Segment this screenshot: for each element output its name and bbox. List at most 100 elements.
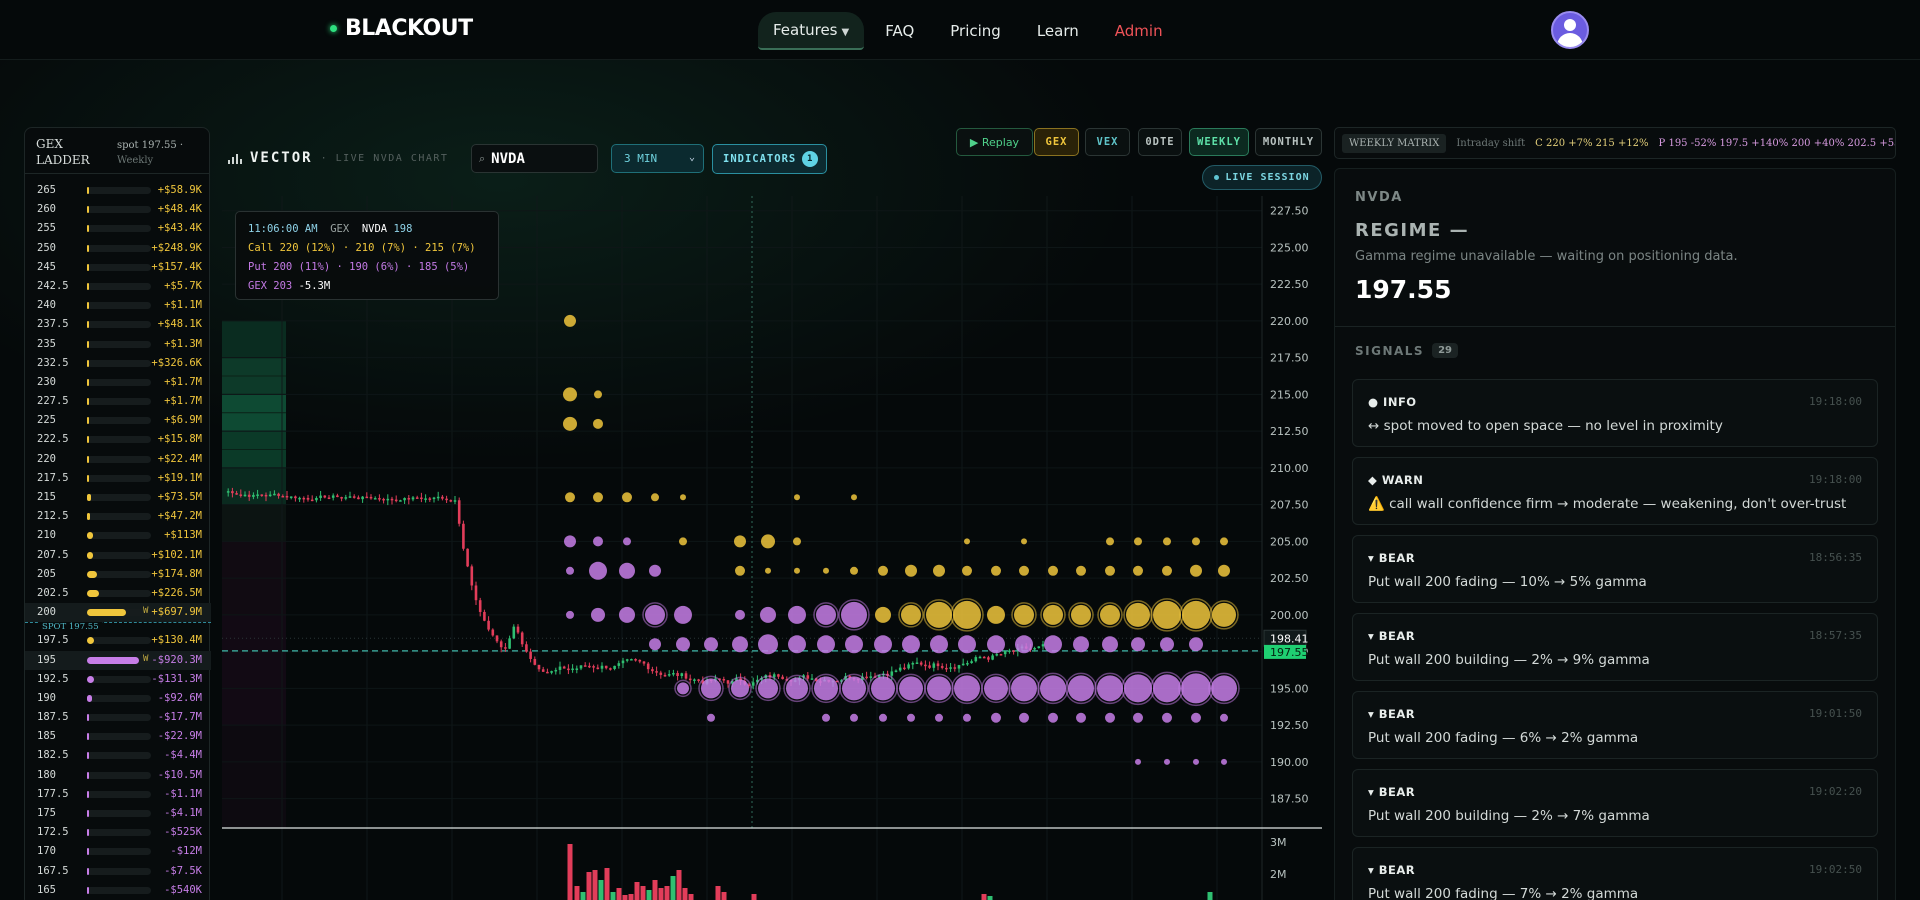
- replay-button[interactable]: ▶ Replay: [956, 128, 1033, 156]
- mode-weekly-button[interactable]: WEEKLY: [1189, 128, 1249, 156]
- signal-card[interactable]: ▾ BEAR 18:57:35 Put wall 200 building — 2%…: [1352, 613, 1878, 681]
- gex-bubble: [707, 713, 715, 722]
- ladder-row[interactable]: 202.5 +$226.5M: [25, 584, 211, 603]
- gex-bubble: [1163, 537, 1171, 546]
- ladder-row[interactable]: 260 +$48.4K: [25, 200, 211, 219]
- ladder-row[interactable]: 200 W +$697.9M: [25, 603, 211, 623]
- gex-bubble: [1097, 675, 1123, 702]
- ladder-row[interactable]: 250 +$248.9K: [25, 239, 211, 258]
- signal-message: Put wall 200 fading — 7% → 2% gamma: [1368, 886, 1639, 900]
- ladder-row[interactable]: 165 -$540K: [25, 881, 211, 900]
- ladder-bar-fill: [87, 187, 89, 194]
- nav-link-features[interactable]: Features ▼: [758, 12, 865, 50]
- ladder-row[interactable]: 227.5 +$1.7M: [25, 392, 211, 411]
- ladder-row[interactable]: 255 +$43.4K: [25, 219, 211, 238]
- signal-card[interactable]: ▾ BEAR 19:02:50 Put wall 200 fading — 7% →…: [1352, 847, 1878, 900]
- nav-link-admin[interactable]: Admin: [1114, 22, 1163, 40]
- ladder-value: +$15.8M: [157, 433, 202, 446]
- gex-bubble: [963, 713, 971, 722]
- nav-link-faq[interactable]: FAQ: [885, 22, 915, 40]
- nav-link-learn[interactable]: Learn: [1036, 22, 1079, 40]
- ladder-strike: 170: [37, 845, 56, 858]
- matrix-calls: C 220 +7% 215 +12%: [1535, 137, 1649, 149]
- candle-body: [987, 657, 990, 660]
- ladder-row[interactable]: 240 +$1.1M: [25, 296, 211, 315]
- ladder-row[interactable]: 217.5 +$19.1M: [25, 469, 211, 488]
- ladder-row[interactable]: 180 -$10.5M: [25, 766, 211, 785]
- signal-message: Put wall 200 building — 2% → 7% gamma: [1368, 808, 1650, 824]
- signal-card[interactable]: ▾ BEAR 19:01:50 Put wall 200 fading — 6% →…: [1352, 691, 1878, 759]
- ladder-row[interactable]: 182.5 -$4.4M: [25, 746, 211, 765]
- candle-body: [676, 673, 679, 677]
- candle-body: [516, 626, 520, 633]
- ladder-strike: 240: [37, 299, 56, 312]
- nav-link-pricing[interactable]: Pricing: [950, 22, 1001, 40]
- gex-bubble: [794, 567, 800, 574]
- ladder-row[interactable]: 220 +$22.4M: [25, 450, 211, 469]
- ladder-row[interactable]: 175 -$4.1M: [25, 804, 211, 823]
- ladder-row[interactable]: 187.5 -$17.7M: [25, 708, 211, 727]
- logo[interactable]: BLACKOUT: [330, 16, 473, 41]
- mode-monthly-button[interactable]: MONTHLY: [1255, 128, 1322, 156]
- avatar[interactable]: [1551, 11, 1589, 49]
- mode-0dte-button[interactable]: 0DTE: [1138, 128, 1182, 156]
- ladder-value: +$174.8M: [151, 567, 202, 580]
- signal-card[interactable]: ▾ BEAR 18:56:35 Put wall 200 fading — 10% …: [1352, 535, 1878, 603]
- ladder-bar-track: [87, 225, 151, 233]
- tooltip-gex-label: GEX 203: [248, 280, 293, 292]
- gex-bubble: [1220, 713, 1228, 722]
- ladder-row[interactable]: 232.5 +$326.6K: [25, 354, 211, 373]
- ladder-row[interactable]: 207.5 +$102.1M: [25, 546, 211, 565]
- indicators-button[interactable]: INDICATORS 1: [712, 144, 827, 174]
- ladder-row[interactable]: 230 +$1.7M: [25, 373, 211, 392]
- ladder-row[interactable]: 222.5 +$15.8M: [25, 430, 211, 449]
- gex-bubble: [593, 536, 603, 547]
- signal-card[interactable]: ▾ BEAR 19:02:20 Put wall 200 building — 2%…: [1352, 769, 1878, 837]
- ladder-row[interactable]: 205 +$174.8M: [25, 565, 211, 584]
- ladder-row[interactable]: 172.5 -$525K: [25, 823, 211, 842]
- candle-body: [877, 675, 881, 678]
- signal-message: ⚠️ call wall confidence firm → moderate …: [1368, 496, 1847, 512]
- ladder-row[interactable]: 265 +$58.9K: [25, 181, 211, 200]
- ladder-row[interactable]: 195 W -$920.3M: [25, 650, 211, 670]
- gex-bubble: [958, 635, 976, 654]
- ladder-row[interactable]: 167.5 -$7.5K: [25, 862, 211, 881]
- ticker-value: NVDA: [491, 150, 525, 167]
- gex-bubble: [1068, 675, 1094, 702]
- ticker-input[interactable]: ⌕ NVDA: [471, 144, 598, 173]
- ladder-row[interactable]: 212.5 +$47.2M: [25, 507, 211, 526]
- gex-bubble: [645, 604, 665, 625]
- ladder-row[interactable]: 235 +$1.3M: [25, 335, 211, 354]
- candle-body: [667, 674, 671, 676]
- ladder-strike: 207.5: [37, 548, 69, 561]
- signal-card[interactable]: ◆ WARN 19:18:00 ⚠️ call wall confidence fi…: [1352, 457, 1878, 525]
- signal-card[interactable]: ● INFO 19:18:00 ↔ spot moved to open space…: [1352, 379, 1878, 447]
- candle-body: [273, 493, 276, 496]
- ladder-row[interactable]: 225 +$6.9M: [25, 411, 211, 430]
- ladder-row[interactable]: 177.5 -$1.1M: [25, 785, 211, 804]
- ladder-row[interactable]: 242.5 +$5.7K: [25, 277, 211, 296]
- heat-strip-band: [222, 467, 286, 505]
- ladder-row[interactable]: 192.5 -$131.3M: [25, 670, 211, 689]
- mode-vex-button[interactable]: VEX: [1085, 128, 1130, 156]
- ladder-row[interactable]: 237.5 +$48.1K: [25, 315, 211, 334]
- ladder-value: -$17.7M: [157, 711, 202, 724]
- ladder-row[interactable]: 215 +$73.5M: [25, 488, 211, 507]
- ladder-row[interactable]: 245 +$157.4K: [25, 258, 211, 277]
- candle-body: [550, 671, 553, 673]
- y-tick-label: 187.50: [1270, 793, 1309, 806]
- ladder-bar-track: [87, 733, 151, 741]
- ladder-row[interactable]: 170 -$12M: [25, 842, 211, 861]
- ladder-row[interactable]: 185 -$22.9M: [25, 727, 211, 746]
- live-session-button[interactable]: LIVE SESSION: [1202, 165, 1322, 190]
- ladder-row[interactable]: 197.5 +$130.4M: [25, 631, 211, 650]
- candle-body: [331, 495, 335, 498]
- candle-body: [911, 663, 915, 665]
- ladder-row[interactable]: 210 +$113M: [25, 526, 211, 545]
- timeframe-select[interactable]: 3 MIN ⌄: [611, 144, 704, 173]
- ladder-bar-fill: [87, 263, 89, 271]
- ladder-row[interactable]: 190 -$92.6M: [25, 689, 211, 708]
- mode-gex-button[interactable]: GEX: [1034, 128, 1079, 156]
- gex-chart[interactable]: 227.50 225.00 222.50 220.00 217.50 215.00 212.…: [222, 196, 1322, 900]
- candle-body: [365, 496, 369, 499]
